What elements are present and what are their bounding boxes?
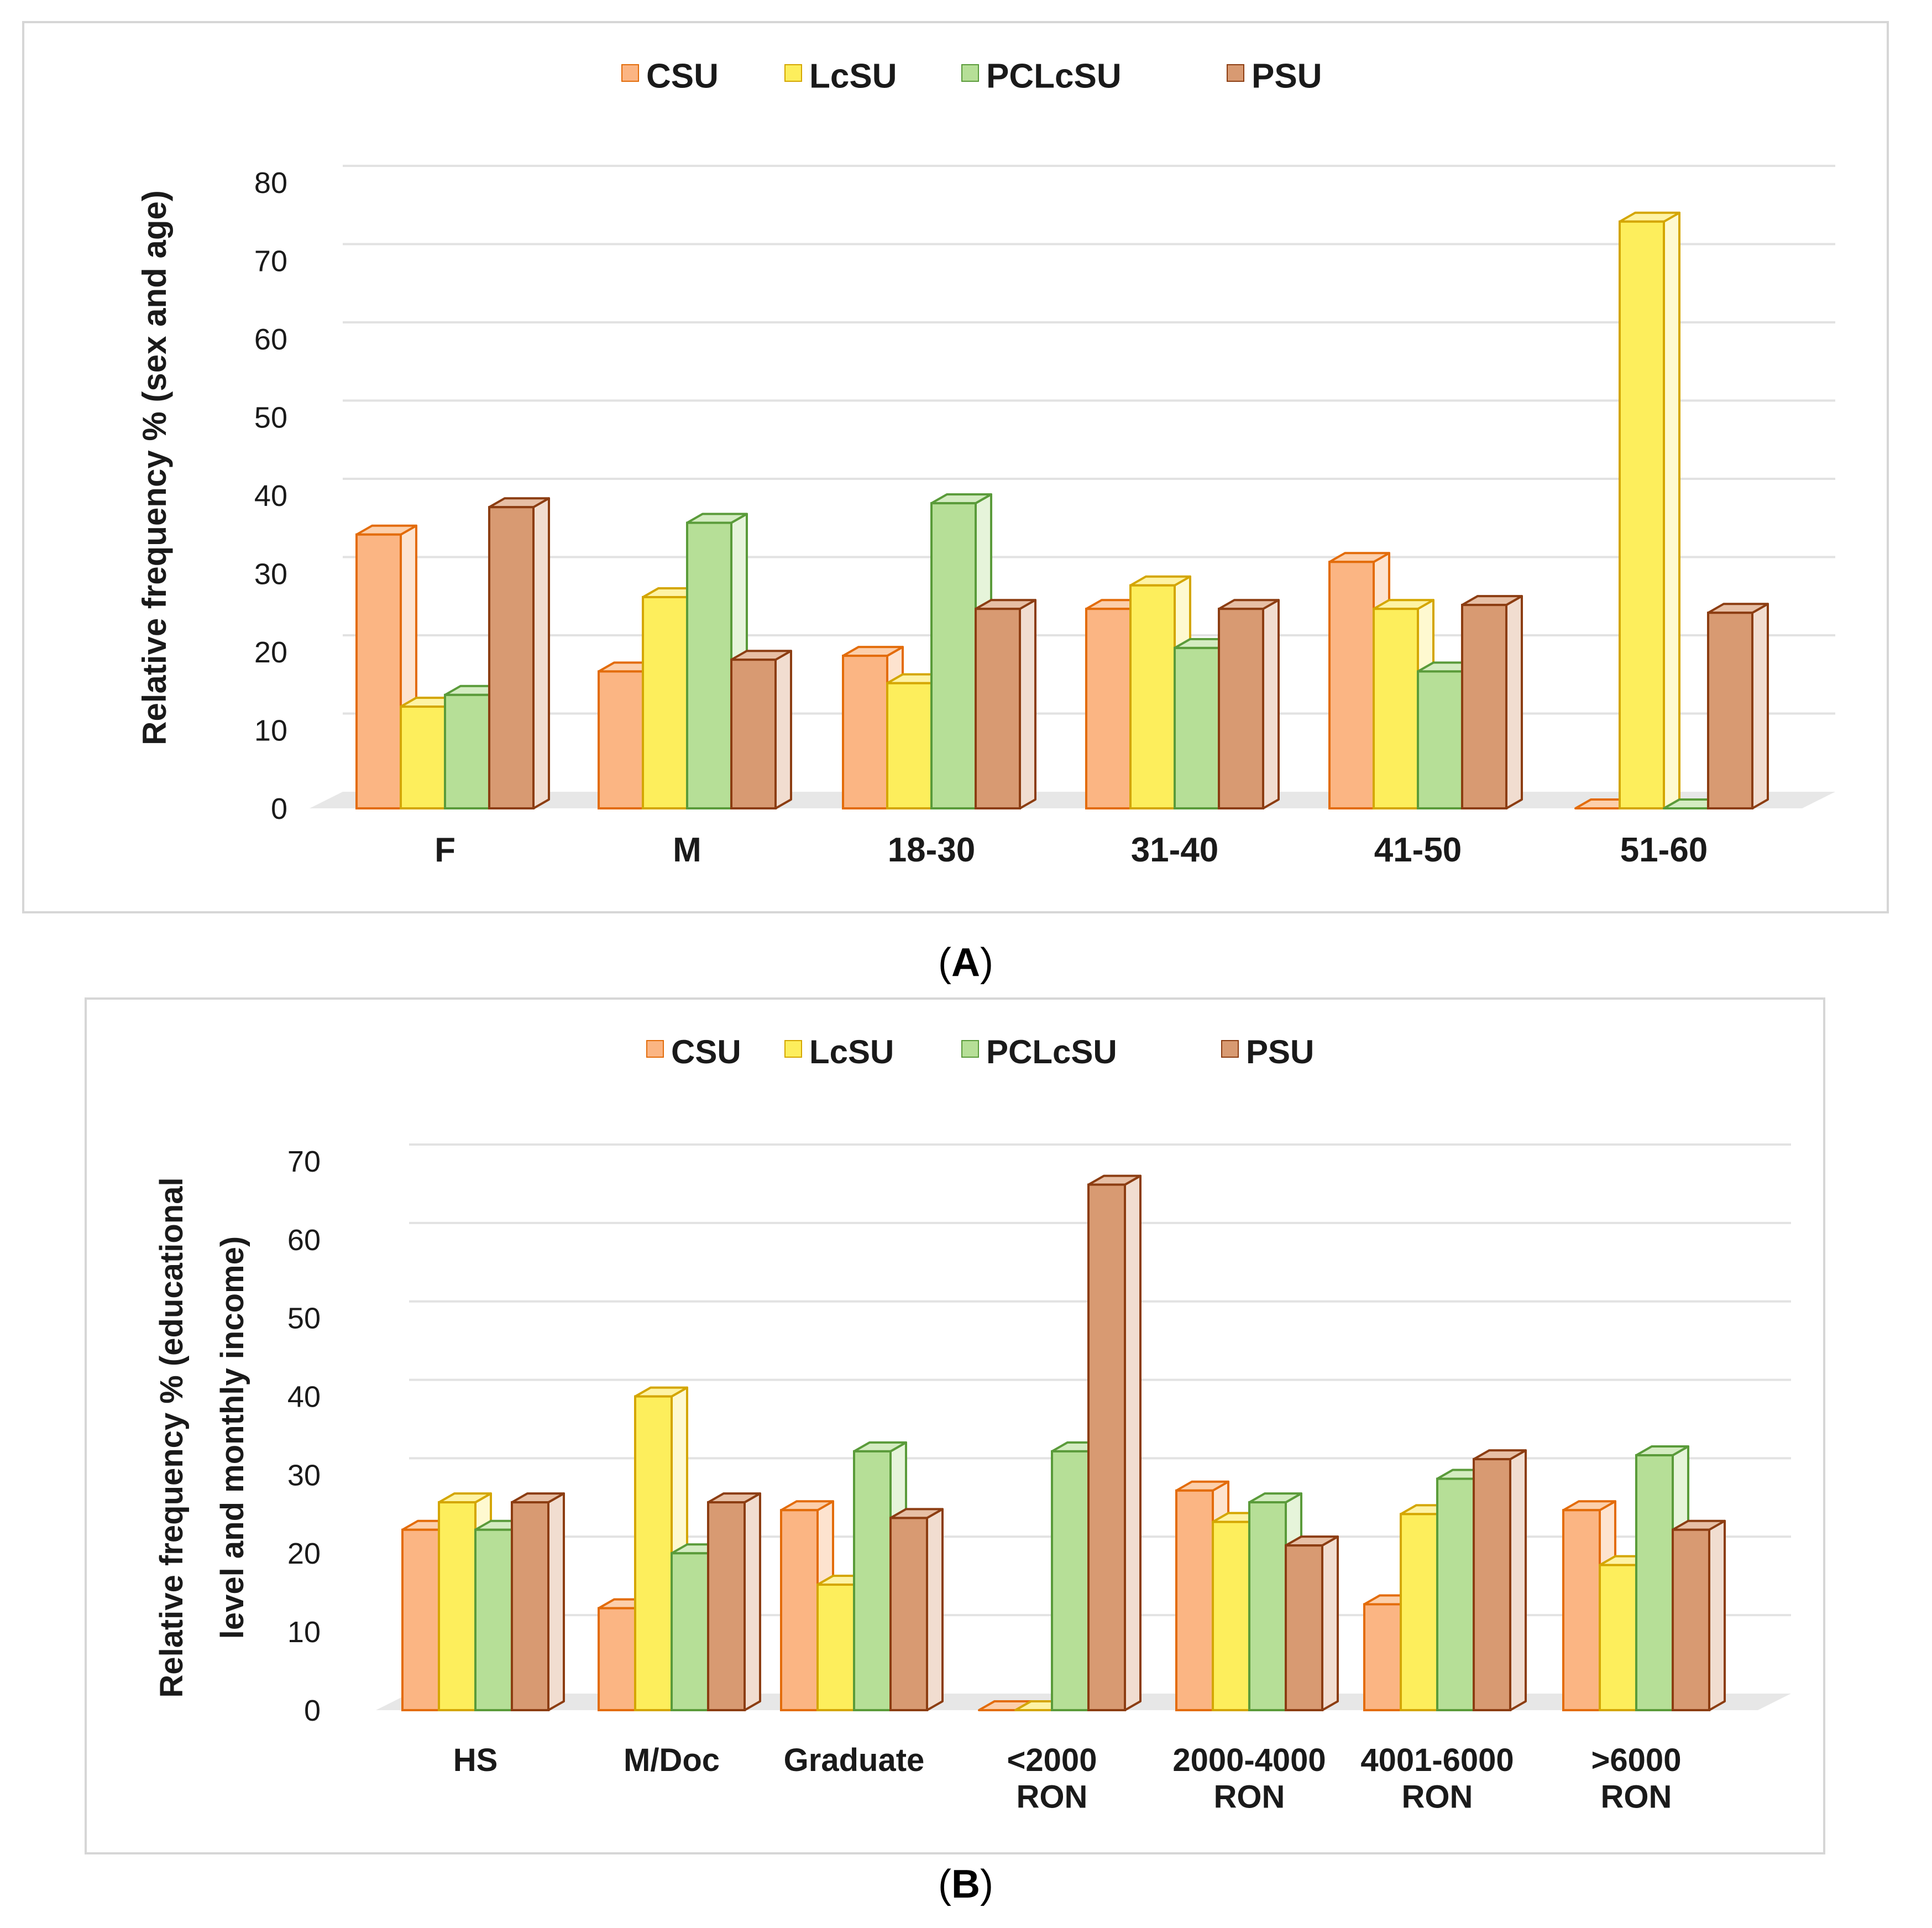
legend-swatch-lcsu (784, 1040, 802, 1058)
y-tick-label: 20 (254, 636, 287, 669)
y-axis-label: Relative frequency % (sex and age) (136, 190, 173, 745)
bar-psu-1 (707, 1492, 761, 1712)
y-tick-label: 10 (287, 1616, 321, 1649)
bar-psu-6 (1672, 1519, 1726, 1711)
legend-label-psu: PSU (1252, 58, 1322, 96)
bar-psu-1 (730, 650, 792, 810)
bar-psu-4 (1461, 595, 1523, 809)
x-category-label: 51-60 (1620, 831, 1708, 869)
bar-psu-0 (488, 497, 550, 809)
legend-swatch-psu (1221, 1040, 1239, 1058)
y-tick-label: 0 (271, 792, 287, 825)
legend-label-csu: CSU (646, 58, 719, 96)
bar-psu-4 (1285, 1535, 1339, 1712)
x-category-label: Graduate (784, 1742, 925, 1778)
panel-label: (A) (938, 941, 993, 985)
legend-swatch-pclcsu (961, 64, 979, 82)
bar-psu-5 (1707, 603, 1769, 809)
y-tick-label: 60 (254, 323, 287, 356)
legend-swatch-pclcsu (961, 1040, 979, 1058)
x-category-label: RON (1601, 1779, 1672, 1815)
y-tick-label: 0 (304, 1694, 321, 1727)
x-category-label: 4001-6000 (1360, 1742, 1514, 1778)
bar-psu-3 (1218, 599, 1280, 810)
legend-label-lcsu: LcSU (809, 1033, 894, 1070)
legend-label-pclcsu: PCLcSU (986, 1033, 1117, 1070)
y-tick-label: 20 (287, 1537, 321, 1570)
x-category-label: M/Doc (624, 1742, 720, 1778)
x-category-label: RON (1402, 1779, 1473, 1815)
x-category-label: 18-30 (888, 831, 976, 869)
x-category-label: 2000-4000 (1172, 1742, 1326, 1778)
legend-label-psu: PSU (1246, 1033, 1314, 1070)
chart-frame (85, 997, 1825, 1854)
y-tick-label: 50 (287, 1302, 321, 1335)
y-tick-label: 30 (254, 557, 287, 591)
chart-panel-B: CSU LcSU PCLcSU PSU 0 10 20 30 40 50 60 70 Relative … (85, 997, 1825, 1854)
x-category-label: >6000 (1591, 1742, 1682, 1778)
bar-lcsu-5 (1619, 211, 1680, 809)
y-tick-label: 80 (254, 166, 287, 200)
legend-swatch-csu (621, 64, 639, 82)
x-category-label: 31-40 (1131, 831, 1219, 869)
y-tick-label: 40 (254, 479, 287, 513)
y-axis-label-line: Relative frequency % (educational (154, 1177, 190, 1697)
legend-swatch-lcsu (784, 64, 802, 82)
bar-pclcsu-2 (930, 493, 992, 809)
x-category-label: M (673, 831, 701, 869)
y-tick-label: 50 (254, 401, 287, 434)
y-tick-label: 70 (254, 244, 287, 278)
panel-label: (B) (938, 1862, 993, 1906)
x-category-label: 41-50 (1374, 831, 1462, 869)
y-tick-label: 60 (287, 1224, 321, 1257)
legend-label-pclcsu: PCLcSU (986, 58, 1122, 96)
bar-psu-5 (1473, 1449, 1527, 1711)
legend: CSU LcSU PCLcSU PSU (646, 1033, 1314, 1070)
legend-swatch-psu (1227, 64, 1244, 82)
y-axis-label-line: level and monthly income) (214, 1236, 250, 1639)
x-category-label: RON (1214, 1779, 1285, 1815)
bar-psu-0 (511, 1492, 565, 1712)
legend-label-lcsu: LcSU (809, 58, 897, 96)
legend-label-csu: CSU (671, 1033, 741, 1070)
y-tick-label: 70 (287, 1145, 321, 1178)
legend-swatch-csu (646, 1040, 664, 1058)
chart-panel-A: CSU LcSU PCLcSU PSU 0 10 20 30 40 50 60 70 80 Relativ… (22, 21, 1889, 913)
x-category-label: RON (1017, 1779, 1088, 1815)
y-tick-label: 30 (287, 1459, 321, 1492)
x-category-label: <2000 (1007, 1742, 1097, 1778)
x-category-label: F (434, 831, 455, 869)
legend: CSU LcSU PCLcSU PSU (621, 58, 1322, 96)
bar-psu-2 (889, 1508, 944, 1711)
bar-psu-2 (975, 599, 1036, 810)
bar-psu-3 (1087, 1174, 1142, 1711)
x-category-label: HS (453, 1742, 498, 1778)
y-tick-label: 40 (287, 1380, 321, 1413)
y-tick-label: 10 (254, 714, 287, 747)
